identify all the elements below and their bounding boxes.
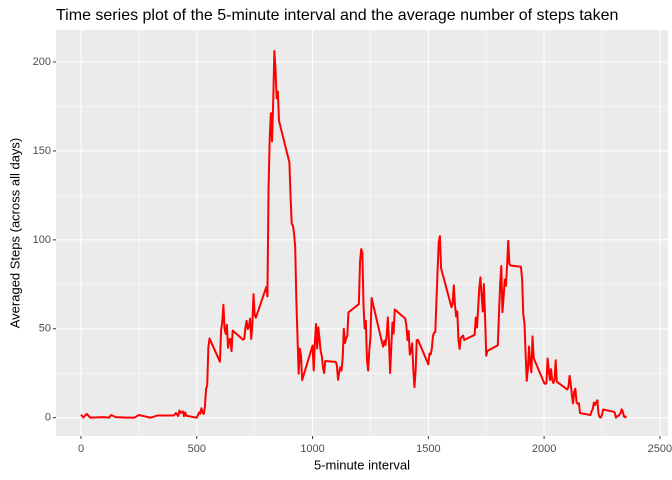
- chart-title: Time series plot of the 5-minute interva…: [56, 7, 618, 24]
- y-tick-label: 150: [33, 145, 51, 157]
- y-tick-label: 200: [33, 56, 51, 68]
- y-tick-label: 100: [33, 234, 51, 246]
- x-tick-label: 2500: [648, 443, 672, 455]
- y-tick-label: 50: [39, 323, 51, 335]
- line: [80, 49, 628, 419]
- x-tick-label: 1500: [416, 443, 440, 455]
- y-axis-label: Averaged Steps (across all days): [7, 138, 22, 329]
- x-axis-label: 5-minute interval: [314, 457, 410, 472]
- x-tick-label: 2000: [532, 443, 556, 455]
- panel: [56, 30, 668, 436]
- x-tick-label: 0: [78, 443, 84, 455]
- y-tick-label: 0: [45, 412, 51, 424]
- x-tick-label: 500: [188, 443, 206, 455]
- x-tick-label: 1000: [300, 443, 324, 455]
